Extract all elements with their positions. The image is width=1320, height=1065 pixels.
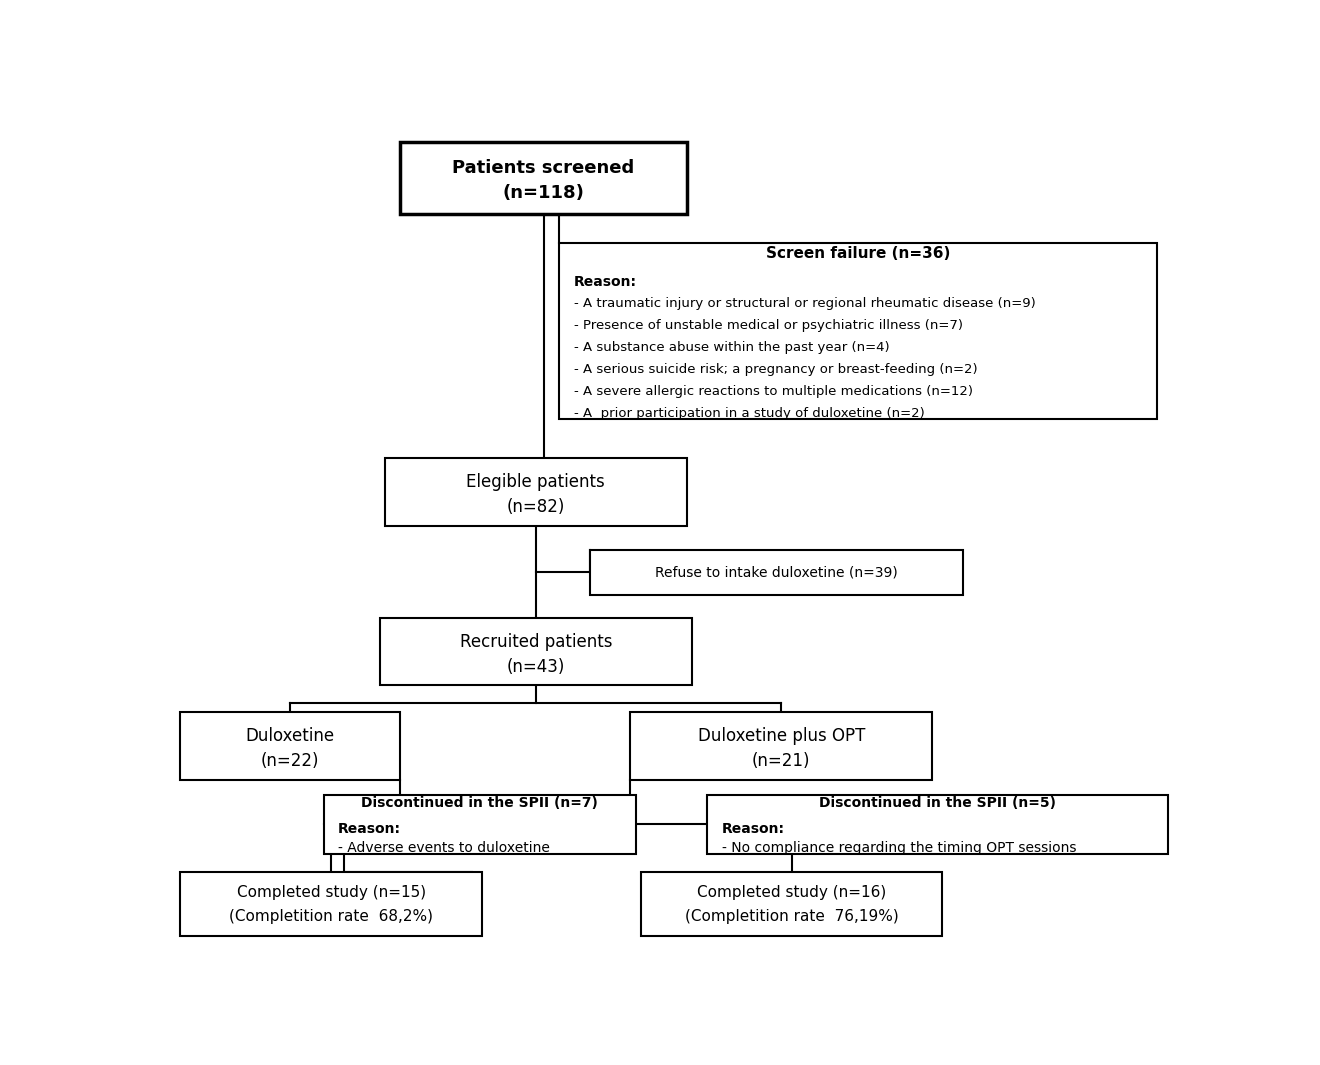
Text: Screen failure (n=36): Screen failure (n=36) <box>766 246 950 261</box>
Text: Elegible patients: Elegible patients <box>466 473 605 491</box>
Text: - A serious suicide risk; a pregnancy or breast-feeding (n=2): - A serious suicide risk; a pregnancy or… <box>574 363 978 376</box>
FancyBboxPatch shape <box>640 871 942 935</box>
FancyBboxPatch shape <box>631 712 932 780</box>
Text: (n=43): (n=43) <box>507 657 565 675</box>
Text: (Completition rate  76,19%): (Completition rate 76,19%) <box>685 910 899 924</box>
Text: Recruited patients: Recruited patients <box>459 633 612 651</box>
Text: - A traumatic injury or structural or regional rheumatic disease (n=9): - A traumatic injury or structural or re… <box>574 297 1036 310</box>
Text: Patients screened: Patients screened <box>453 159 635 177</box>
Text: Reason:: Reason: <box>338 822 401 836</box>
Text: - No compliance regarding the timing OPT sessions: - No compliance regarding the timing OPT… <box>722 841 1076 855</box>
Text: Reason:: Reason: <box>574 275 638 289</box>
FancyBboxPatch shape <box>590 551 964 595</box>
Text: Discontinued in the SPII (n=7): Discontinued in the SPII (n=7) <box>362 796 598 809</box>
FancyBboxPatch shape <box>323 794 635 853</box>
Text: (n=118): (n=118) <box>503 183 585 201</box>
Text: Refuse to intake duloxetine (n=39): Refuse to intake duloxetine (n=39) <box>655 566 898 579</box>
Text: (n=21): (n=21) <box>752 752 810 770</box>
Text: - A substance abuse within the past year (n=4): - A substance abuse within the past year… <box>574 341 890 354</box>
FancyBboxPatch shape <box>558 243 1158 419</box>
FancyBboxPatch shape <box>380 618 692 686</box>
Text: Completed study (n=16): Completed study (n=16) <box>697 885 886 900</box>
Text: - Presence of unstable medical or psychiatric illness (n=7): - Presence of unstable medical or psychi… <box>574 318 964 332</box>
Text: - A  prior participation in a study of duloxetine (n=2): - A prior participation in a study of du… <box>574 408 925 421</box>
FancyBboxPatch shape <box>400 142 686 214</box>
Text: - Adverse events to duloxetine: - Adverse events to duloxetine <box>338 841 549 855</box>
Text: - A severe allergic reactions to multiple medications (n=12): - A severe allergic reactions to multipl… <box>574 386 973 398</box>
Text: Duloxetine: Duloxetine <box>246 727 335 746</box>
Text: (n=82): (n=82) <box>507 497 565 515</box>
FancyBboxPatch shape <box>181 871 482 935</box>
FancyBboxPatch shape <box>708 794 1167 853</box>
Text: (Completition rate  68,2%): (Completition rate 68,2%) <box>230 910 433 924</box>
Text: Reason:: Reason: <box>722 822 784 836</box>
Text: Duloxetine plus OPT: Duloxetine plus OPT <box>698 727 865 746</box>
Text: (n=22): (n=22) <box>261 752 319 770</box>
Text: Discontinued in the SPII (n=5): Discontinued in the SPII (n=5) <box>818 796 1056 809</box>
FancyBboxPatch shape <box>385 458 686 525</box>
FancyBboxPatch shape <box>181 712 400 780</box>
Text: Completed study (n=15): Completed study (n=15) <box>236 885 426 900</box>
